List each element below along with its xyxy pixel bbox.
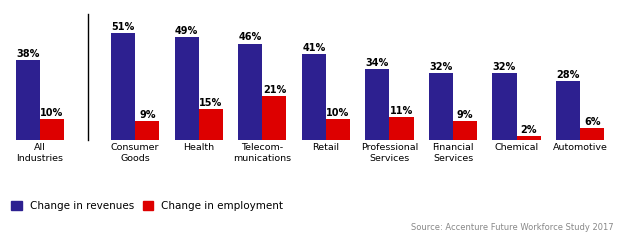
- Bar: [492, 73, 516, 140]
- Bar: [302, 54, 326, 140]
- Bar: [262, 96, 286, 140]
- Text: 51%: 51%: [112, 22, 135, 32]
- Text: 49%: 49%: [175, 26, 198, 36]
- Bar: [365, 69, 389, 140]
- Text: 41%: 41%: [302, 43, 326, 53]
- Text: 9%: 9%: [139, 110, 156, 120]
- Bar: [516, 136, 541, 140]
- Text: 21%: 21%: [263, 85, 286, 95]
- Bar: [453, 121, 477, 140]
- Bar: [135, 121, 159, 140]
- Bar: [326, 119, 350, 140]
- Text: 15%: 15%: [199, 98, 223, 108]
- Bar: [16, 60, 40, 140]
- Bar: [111, 33, 135, 140]
- Text: Source: Accenture Future Workforce Study 2017: Source: Accenture Future Workforce Study…: [411, 223, 614, 232]
- Bar: [40, 119, 64, 140]
- Text: 9%: 9%: [457, 110, 473, 120]
- Bar: [238, 44, 262, 140]
- Bar: [199, 109, 223, 140]
- Bar: [389, 117, 414, 140]
- Text: 46%: 46%: [239, 33, 262, 42]
- Text: 6%: 6%: [584, 117, 600, 127]
- Text: 10%: 10%: [40, 108, 64, 118]
- Bar: [175, 37, 199, 140]
- Text: 28%: 28%: [556, 70, 580, 80]
- Bar: [556, 81, 580, 140]
- Text: 34%: 34%: [366, 58, 389, 68]
- Legend: Change in revenues, Change in employment: Change in revenues, Change in employment: [11, 201, 283, 211]
- Text: 32%: 32%: [493, 62, 516, 72]
- Text: 2%: 2%: [520, 125, 537, 135]
- Bar: [429, 73, 453, 140]
- Text: 38%: 38%: [16, 49, 40, 59]
- Text: 32%: 32%: [429, 62, 453, 72]
- Text: 11%: 11%: [390, 106, 413, 116]
- Text: 10%: 10%: [326, 108, 350, 118]
- Bar: [580, 128, 604, 140]
